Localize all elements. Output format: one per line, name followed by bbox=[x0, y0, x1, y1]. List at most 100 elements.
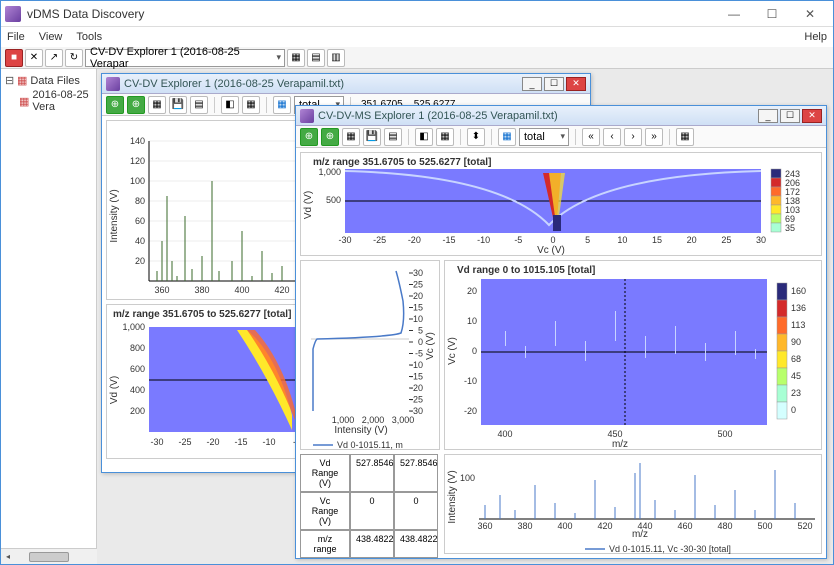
c2-nav1[interactable]: « bbox=[582, 128, 600, 146]
close-button[interactable]: ✕ bbox=[791, 3, 829, 25]
c2-btn7[interactable]: ▦ bbox=[436, 128, 454, 146]
child2-min[interactable]: _ bbox=[758, 109, 778, 123]
toolbar-button-2[interactable]: ✕ bbox=[25, 49, 43, 67]
svg-text:360: 360 bbox=[154, 285, 169, 295]
menu-tools[interactable]: Tools bbox=[76, 31, 102, 43]
svg-text:0: 0 bbox=[472, 346, 477, 356]
toolbar-button-5[interactable]: ▦ bbox=[287, 49, 305, 67]
c1-chart2-svg: m/z range 351.6705 to 525.6277 [total] V… bbox=[107, 305, 299, 460]
svg-text:-20: -20 bbox=[464, 406, 477, 416]
svg-text:420: 420 bbox=[597, 521, 612, 531]
svg-text:3,000: 3,000 bbox=[392, 415, 415, 425]
c2-btn3[interactable]: ▦ bbox=[342, 128, 360, 146]
svg-text:Vd 0-1015.11, m: Vd 0-1015.11, m bbox=[337, 440, 403, 450]
tree-root-label: Data Files bbox=[30, 75, 80, 87]
tree-child[interactable]: ▦ 2016-08-25 Vera bbox=[5, 88, 92, 114]
svg-text:Vd (V): Vd (V) bbox=[109, 376, 120, 404]
c2-btn8[interactable]: ⬍ bbox=[467, 128, 485, 146]
child1-min[interactable]: _ bbox=[522, 77, 542, 91]
svg-text:1,000: 1,000 bbox=[332, 415, 355, 425]
child2-titlebar[interactable]: CV-DV-MS Explorer 1 (2016-08-25 Verapami… bbox=[296, 106, 826, 126]
c1-btn3[interactable]: ▦ bbox=[148, 96, 166, 114]
c2-nav3[interactable]: › bbox=[624, 128, 642, 146]
c1-btn7[interactable]: ▦ bbox=[242, 96, 260, 114]
menu-help[interactable]: Help bbox=[804, 31, 827, 43]
svg-text:m/z: m/z bbox=[612, 439, 628, 450]
svg-text:60: 60 bbox=[135, 216, 145, 226]
c2-btn10[interactable]: ▦ bbox=[676, 128, 694, 146]
svg-text:-15: -15 bbox=[234, 437, 247, 447]
c1-btn6[interactable]: ◧ bbox=[221, 96, 239, 114]
explorer-combo[interactable]: CV-DV Explorer 1 (2016-08-25 Verapar bbox=[85, 49, 285, 67]
svg-text:500: 500 bbox=[757, 521, 772, 531]
svg-text:480: 480 bbox=[717, 521, 732, 531]
c2-btn9[interactable]: ▦ bbox=[498, 128, 516, 146]
svg-text:30: 30 bbox=[756, 235, 766, 245]
toolbar-button-1[interactable]: ■ bbox=[5, 49, 23, 67]
c2-nav2[interactable]: ‹ bbox=[603, 128, 621, 146]
table-r3-v1: 438.4822 bbox=[350, 530, 394, 558]
c1-save-icon[interactable]: 💾 bbox=[169, 96, 187, 114]
svg-text:1,000: 1,000 bbox=[318, 167, 341, 177]
refresh-icon[interactable]: ↻ bbox=[65, 49, 83, 67]
svg-text:Vc (V): Vc (V) bbox=[447, 337, 458, 365]
c2-save-icon[interactable]: 💾 bbox=[363, 128, 381, 146]
c2-btn5[interactable]: ▤ bbox=[384, 128, 402, 146]
tree-hscroll[interactable]: ◂ bbox=[1, 548, 97, 564]
table-r1-v2: 527.8546 bbox=[394, 454, 438, 492]
svg-text:0: 0 bbox=[418, 337, 423, 347]
tree-root[interactable]: ⊟ ▦ Data Files bbox=[5, 73, 92, 88]
svg-text:160: 160 bbox=[791, 286, 806, 296]
minimize-button[interactable]: — bbox=[715, 3, 753, 25]
svg-text:15: 15 bbox=[413, 303, 423, 313]
tree-pane: ⊟ ▦ Data Files ▦ 2016-08-25 Vera ◂ bbox=[1, 69, 97, 564]
table-r3-label: m/z range bbox=[300, 530, 350, 558]
svg-text:10: 10 bbox=[467, 316, 477, 326]
child1-max[interactable]: ☐ bbox=[544, 77, 564, 91]
svg-text:Vd (V): Vd (V) bbox=[303, 191, 314, 219]
svg-text:136: 136 bbox=[791, 303, 806, 313]
child1-icon bbox=[106, 77, 120, 91]
child2-max[interactable]: ☐ bbox=[780, 109, 800, 123]
toolbar-button-6[interactable]: ▤ bbox=[307, 49, 325, 67]
svg-text:Vc (V): Vc (V) bbox=[537, 245, 565, 256]
menubar: File View Tools Help bbox=[1, 27, 833, 47]
menu-file[interactable]: File bbox=[7, 31, 25, 43]
svg-text:800: 800 bbox=[130, 343, 145, 353]
svg-text:68: 68 bbox=[791, 354, 801, 364]
svg-text:420: 420 bbox=[274, 285, 289, 295]
svg-text:100: 100 bbox=[460, 473, 475, 483]
child1-close[interactable]: ✕ bbox=[566, 77, 586, 91]
c1-btn2[interactable]: ⊕ bbox=[127, 96, 145, 114]
c2-table: Vd Range (V) 527.8546 527.8546 Vc Range … bbox=[300, 454, 440, 554]
c2-btn1[interactable]: ⊕ bbox=[300, 128, 318, 146]
toolbar-button-3[interactable]: ↗ bbox=[45, 49, 63, 67]
menu-view[interactable]: View bbox=[39, 31, 63, 43]
maximize-button[interactable]: ☐ bbox=[753, 3, 791, 25]
c1-btn8[interactable]: ▦ bbox=[273, 96, 291, 114]
svg-text:400: 400 bbox=[130, 385, 145, 395]
svg-text:500: 500 bbox=[717, 429, 732, 439]
c1-btn1[interactable]: ⊕ bbox=[106, 96, 124, 114]
svg-text:460: 460 bbox=[677, 521, 692, 531]
child2-close[interactable]: ✕ bbox=[802, 109, 822, 123]
c2-nav4[interactable]: » bbox=[645, 128, 663, 146]
collapse-icon[interactable]: ⊟ bbox=[5, 74, 14, 87]
c1-btn5[interactable]: ▤ bbox=[190, 96, 208, 114]
tree-child-label: 2016-08-25 Vera bbox=[32, 89, 92, 113]
window-cv-dv-ms-explorer: CV-DV-MS Explorer 1 (2016-08-25 Verapami… bbox=[295, 105, 827, 559]
svg-text:-20: -20 bbox=[206, 437, 219, 447]
c2-btn2[interactable]: ⊕ bbox=[321, 128, 339, 146]
table-r2-v1: 0 bbox=[350, 492, 394, 530]
c2-combo-total[interactable]: total bbox=[519, 128, 569, 146]
c2-btn6[interactable]: ◧ bbox=[415, 128, 433, 146]
c1-chart2-panel: m/z range 351.6705 to 525.6277 [total] V… bbox=[106, 304, 298, 459]
c1-chart1-panel: Intensity (V) 20406080100120140 36038040… bbox=[106, 120, 298, 300]
toolbar-button-7[interactable]: ▥ bbox=[327, 49, 345, 67]
c2-spectrum: Intensity (V) m/z 100 bbox=[444, 454, 822, 554]
child2-toolbar: ⊕ ⊕ ▦ 💾 ▤ ◧ ▦ ⬍ ▦ total « ‹ › » ▦ bbox=[296, 126, 826, 148]
c2-heat2: Vd range 0 to 1015.105 [total] Vc (V) m/… bbox=[444, 260, 822, 450]
child1-titlebar[interactable]: CV-DV Explorer 1 (2016-08-25 Verapamil.t… bbox=[102, 74, 590, 94]
svg-text:Intensity (V): Intensity (V) bbox=[109, 189, 120, 242]
svg-text:Vd range 0 to 1015.105 [total]: Vd range 0 to 1015.105 [total] bbox=[457, 265, 595, 276]
